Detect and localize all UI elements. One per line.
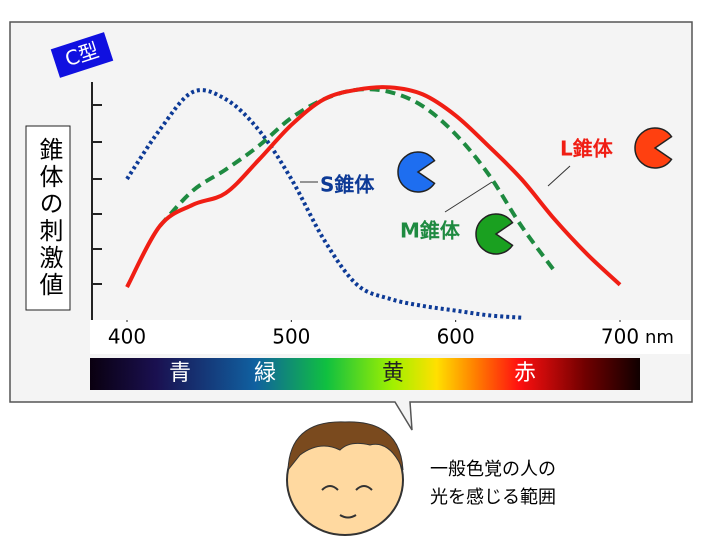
spectrum-label: 青 [169,361,191,386]
legend-icon [475,213,514,255]
spectrum-bar [90,358,640,390]
face-features [321,485,373,519]
x-axis-band [90,320,690,354]
legend-icon [634,127,673,169]
caption-line: 光を感じる範囲 [430,487,556,508]
series-label: M錐体 [400,219,461,243]
spectrum-label: 黄 [382,361,404,386]
x-tick-label: 400 [108,325,146,349]
series-label: L錐体 [560,137,614,161]
legend-icon [397,151,436,193]
leader-line [444,181,493,213]
x-unit: nm [645,327,674,348]
y-label: 錐体の刺激値 [35,137,63,299]
x-tick-label: 600 [437,325,475,349]
spectrum-label: 赤 [514,361,536,386]
hair [287,421,404,472]
spectrum-label: 緑 [254,361,276,386]
x-tick-label: 700 [601,325,639,349]
leader-line [547,165,571,187]
y-label-box [25,125,71,311]
series-line [125,85,622,289]
caption-line: 一般色覚の人の [430,459,556,480]
series-label: S錐体 [320,173,375,197]
x-tick-label: 500 [272,325,310,349]
series-line [125,88,522,320]
y-ticks [92,104,102,285]
